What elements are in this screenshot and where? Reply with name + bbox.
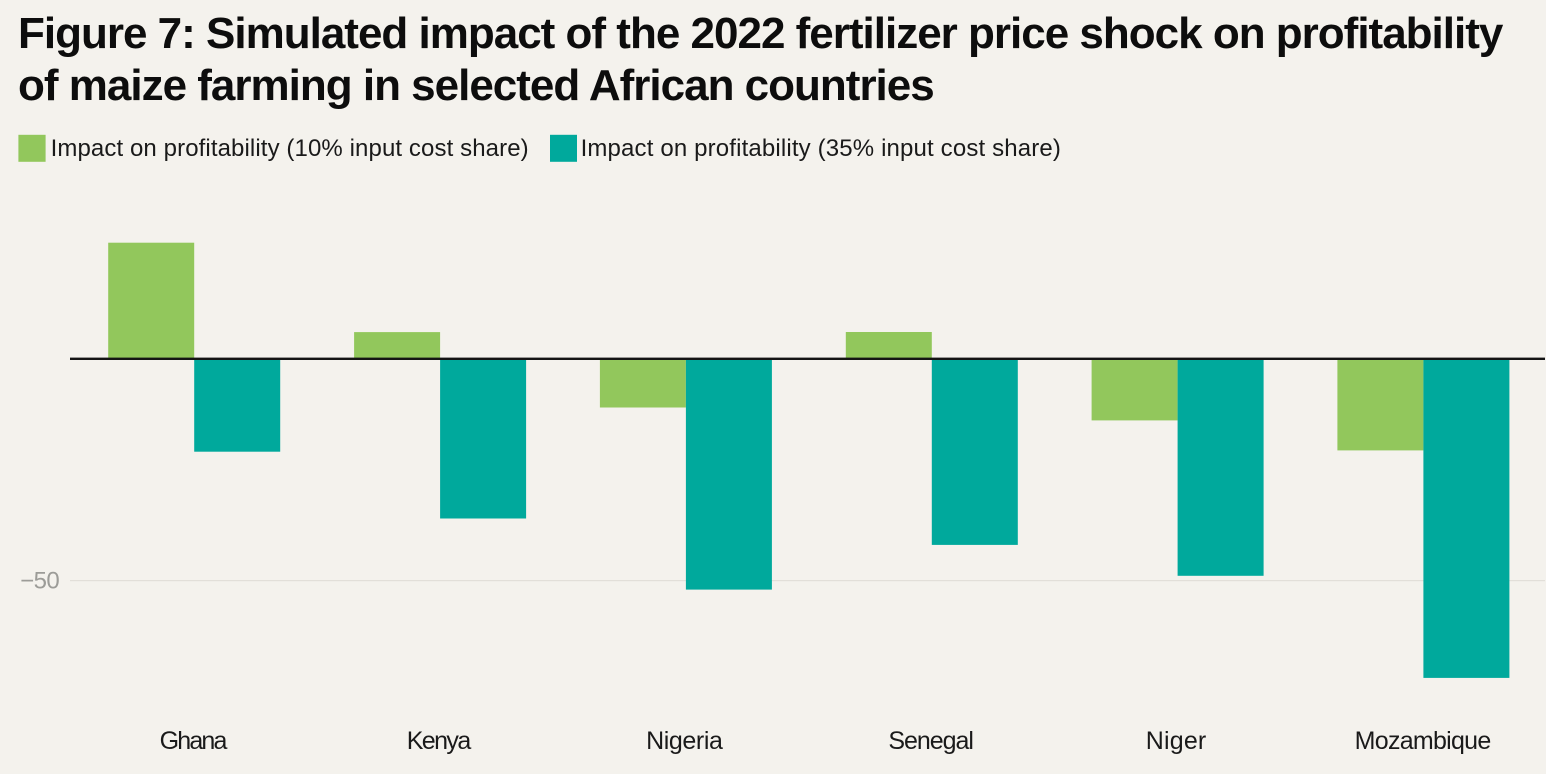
- svg-text:Ghana: Ghana: [160, 727, 228, 755]
- svg-text:Impact on profitability (35% i: Impact on profitability (35% input cost …: [581, 135, 1061, 162]
- svg-text:Nigeria: Nigeria: [646, 727, 723, 755]
- svg-text:of maize farming in selected A: of maize farming in selected African cou…: [18, 61, 934, 110]
- svg-text:Kenya: Kenya: [407, 727, 472, 755]
- svg-text:−50: −50: [20, 568, 59, 595]
- svg-text:Mozambique: Mozambique: [1355, 727, 1491, 755]
- svg-text:Niger: Niger: [1146, 727, 1207, 755]
- svg-text:Figure 7: Simulated impact of: Figure 7: Simulated impact of the 2022 f…: [18, 9, 1504, 58]
- svg-text:Senegal: Senegal: [888, 727, 972, 755]
- svg-text:Impact on profitability (10% i: Impact on profitability (10% input cost …: [51, 135, 529, 162]
